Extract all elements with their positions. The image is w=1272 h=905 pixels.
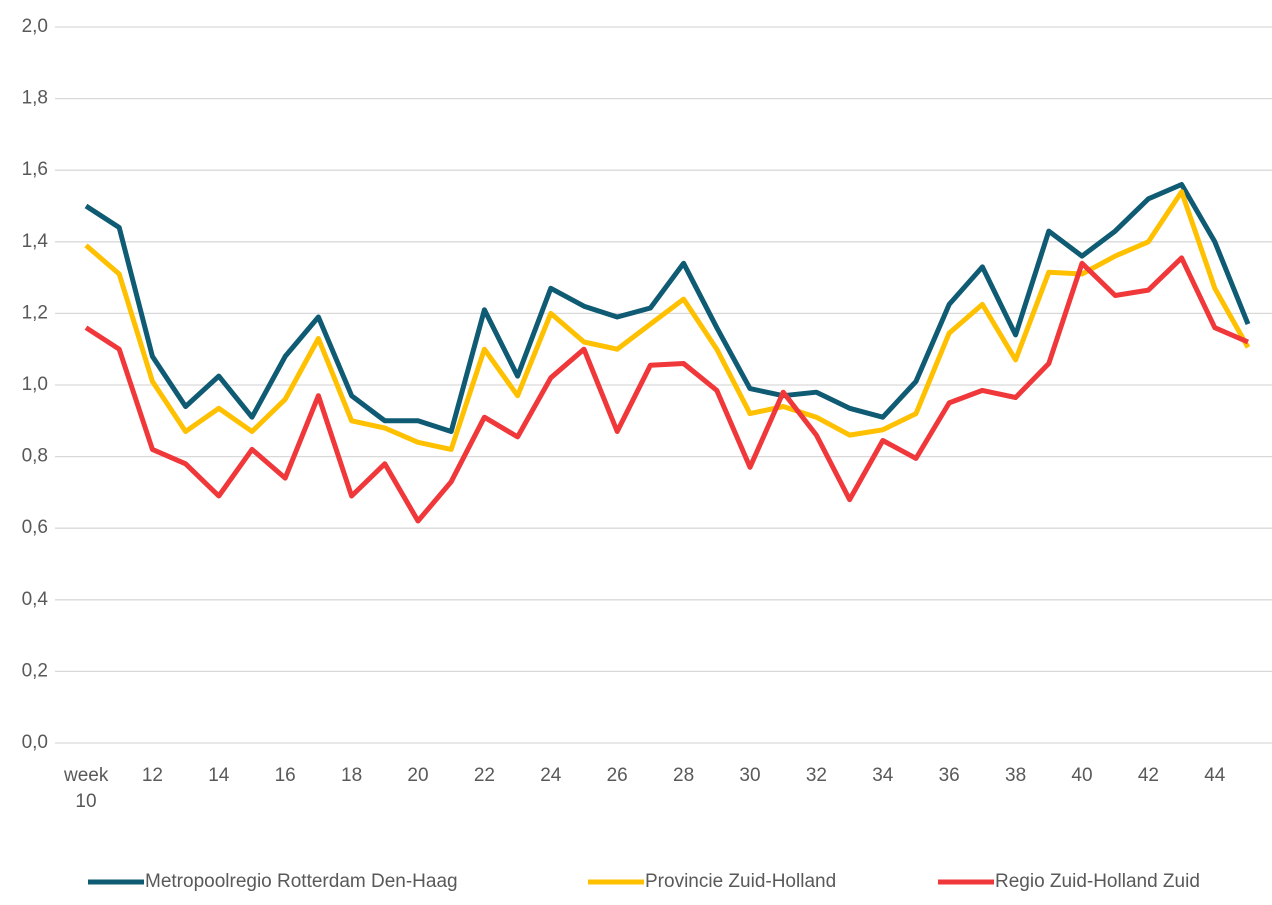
x-tick-label: 42 [1137, 765, 1159, 786]
y-tick-label: 0,2 [22, 660, 48, 681]
legend-label: Regio Zuid-Holland Zuid [995, 871, 1200, 892]
x-tick-label: 14 [208, 765, 230, 786]
y-tick-label: 0,8 [22, 446, 48, 467]
y-tick-label: 1,4 [22, 231, 49, 252]
y-tick-label: 1,0 [22, 374, 48, 395]
x-tick-label: 22 [473, 765, 495, 786]
legend-label: Provincie Zuid-Holland [645, 871, 836, 892]
y-tick-label: 2,0 [22, 16, 48, 37]
x-tick-label: 44 [1204, 765, 1226, 786]
series-line [84, 189, 1251, 452]
x-tick-label: 36 [938, 765, 960, 786]
x-tick-label: 28 [673, 765, 695, 786]
y-tick-label: 1,8 [22, 88, 48, 109]
x-tick-label: 24 [540, 765, 562, 786]
x-tick-label: 18 [341, 765, 363, 786]
x-tick-label: 16 [274, 765, 296, 786]
y-tick-label: 0,4 [22, 589, 49, 610]
series-line [84, 182, 1251, 434]
series-line [84, 255, 1249, 524]
y-tick-label: 0,6 [22, 517, 48, 538]
legend-label: Metropoolregio Rotterdam Den-Haag [145, 871, 458, 892]
x-tick-label: 34 [872, 765, 894, 786]
x-tick-label: 40 [1071, 765, 1093, 786]
y-tick-label: 0,0 [22, 732, 48, 753]
y-tick-label: 1,6 [22, 159, 48, 180]
x-tick-label: 26 [606, 765, 628, 786]
x-tick-label: week 10 [64, 765, 109, 812]
x-tick-label: 38 [1005, 765, 1027, 786]
x-tick-label: 30 [739, 765, 761, 786]
x-tick-label: 32 [805, 765, 827, 786]
y-tick-label: 1,2 [22, 302, 48, 323]
x-tick-label: 20 [407, 765, 429, 786]
x-tick-label: 12 [141, 765, 163, 786]
